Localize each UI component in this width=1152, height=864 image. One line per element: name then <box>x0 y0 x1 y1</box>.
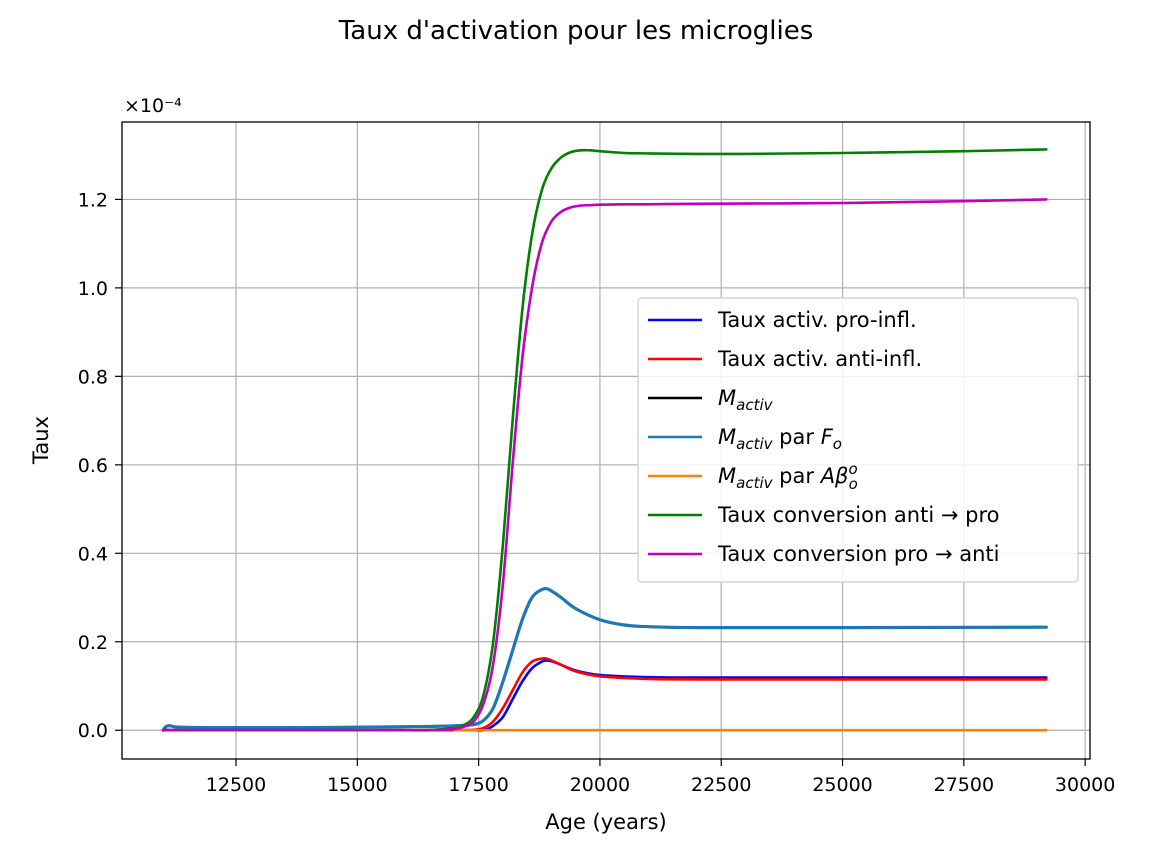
legend-label-part: F <box>821 425 834 449</box>
series-group <box>161 148 1048 732</box>
legend-label-part: par <box>773 464 821 488</box>
legend-label: Mactiv par Aβo o <box>718 460 858 493</box>
legend-label-part: M <box>718 386 736 410</box>
legend-label-part: Taux conversion pro → anti <box>717 542 999 566</box>
legend: Taux activ. pro-infl. Taux activ. anti-in… <box>637 297 1079 583</box>
series-line-3 <box>161 587 1048 732</box>
y-tick-label: 0.2 <box>78 632 108 654</box>
legend-box <box>637 297 1079 583</box>
legend-label-part: Taux conversion anti → pro <box>717 503 999 527</box>
axis-ticks: 12500 15000 17500 20000 22500 25000 27500 30000… <box>78 189 1116 796</box>
y-tick-label: 1.0 <box>78 278 108 300</box>
legend-label-part: Aβ <box>819 464 849 488</box>
legend-label-part: o <box>833 435 842 453</box>
legend-label: Taux conversion pro → anti <box>717 542 999 566</box>
series-line-7 <box>161 198 1048 732</box>
y-axis-label: Taux <box>29 416 53 465</box>
x-axis-label: Age (years) <box>545 810 666 834</box>
legend-label-part: o <box>848 460 857 478</box>
legend-label-part: Taux activ. pro-infl. <box>717 308 917 332</box>
y-tick-label: 0.8 <box>78 366 108 388</box>
series-line-2 <box>161 657 1048 732</box>
x-tick-label: 27500 <box>934 774 994 796</box>
legend-label: Taux conversion anti → pro <box>717 503 999 527</box>
legend-label-part: M <box>718 464 736 488</box>
legend-label-part: Taux activ. anti-infl. <box>717 347 922 371</box>
legend-label: Mactiv par Fo <box>718 425 842 453</box>
y-axis-multiplier: ×10⁻⁴ <box>124 95 182 117</box>
x-tick-label: 30000 <box>1055 774 1115 796</box>
legend-label-part: o <box>849 475 858 493</box>
y-tick-label: 0.6 <box>78 455 108 477</box>
y-tick-label: 0.0 <box>78 720 108 742</box>
legend-label: Mactiv <box>718 386 774 414</box>
series-line-4 <box>161 586 1048 732</box>
x-tick-label: 17500 <box>448 774 508 796</box>
legend-label-part: par <box>773 425 821 449</box>
chart-title: Taux d'activation pour les microglies <box>338 16 814 46</box>
x-tick-label: 12500 <box>206 774 266 796</box>
y-tick-label: 1.2 <box>78 189 108 211</box>
legend-label-part: M <box>718 425 736 449</box>
x-tick-label: 22500 <box>691 774 751 796</box>
y-tick-label: 0.4 <box>78 543 108 565</box>
x-tick-label: 20000 <box>570 774 630 796</box>
legend-label-part: activ <box>736 396 773 414</box>
x-tick-label: 25000 <box>812 774 872 796</box>
legend-label: Taux activ. anti-infl. <box>717 347 922 371</box>
series-line-1 <box>161 659 1048 732</box>
legend-label-part: activ <box>736 435 773 453</box>
legend-label-part: activ <box>736 474 773 492</box>
x-tick-label: 15000 <box>327 774 387 796</box>
legend-label: Taux activ. pro-infl. <box>717 308 917 332</box>
plot-frame <box>121 121 1091 760</box>
